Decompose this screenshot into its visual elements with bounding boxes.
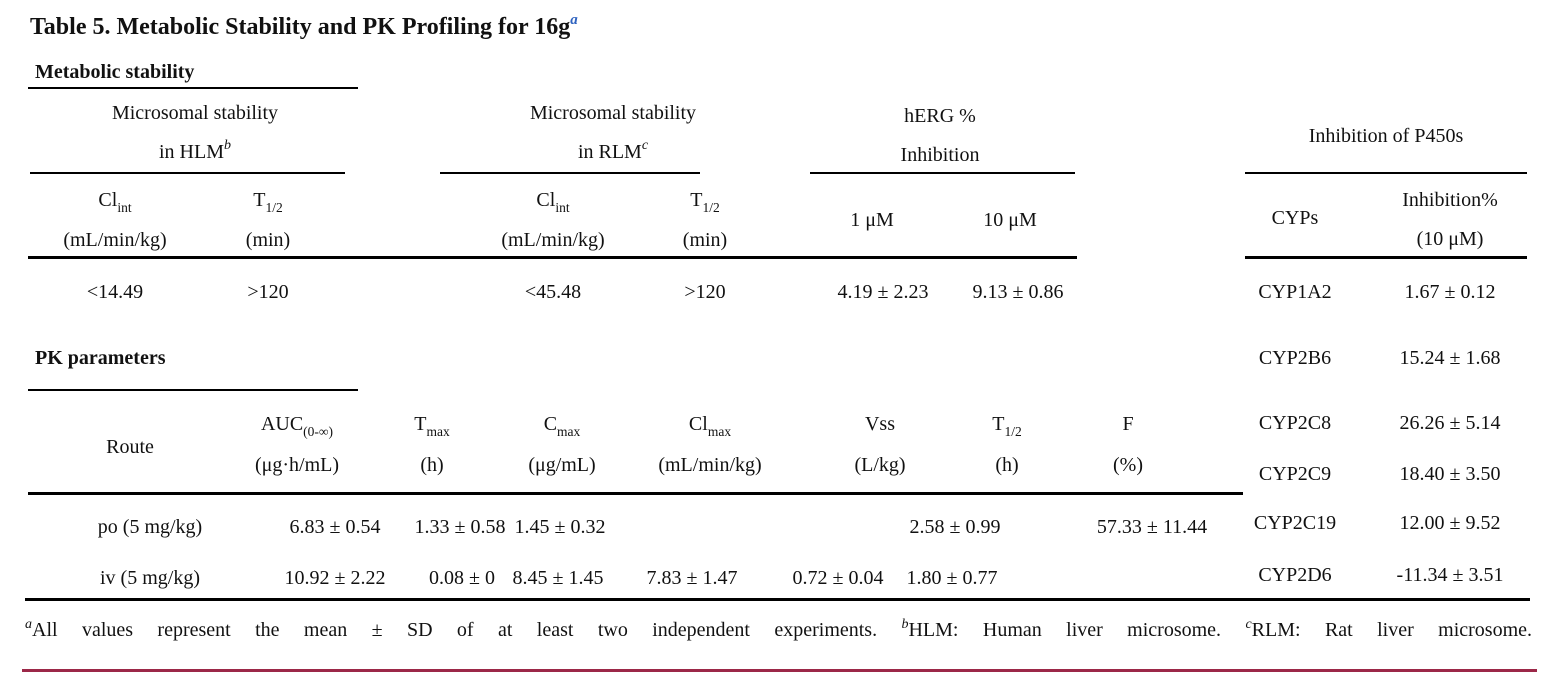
- footnote: aAll values represent the mean ± SD of a…: [25, 617, 1532, 646]
- pk-route-value: iv (5 mg/kg): [100, 567, 200, 589]
- hlm-t12-unit: (min): [245, 229, 291, 251]
- pk-header-tmax: Tmax: [414, 413, 450, 439]
- pk-header-f-unit: (%): [1113, 454, 1143, 476]
- table-title-text: Table 5. Metabolic Stability and PK Prof…: [30, 14, 571, 40]
- cyp-value: 12.00 ± 9.52: [1399, 512, 1501, 534]
- pk-header-clmax: Clmax: [688, 413, 732, 439]
- pk-header-t12-unit: (h): [995, 454, 1019, 476]
- hlm-clint-unit: (mL/min/kg): [63, 229, 167, 251]
- rule-under-metabolic-label: [28, 87, 358, 89]
- hlm-t12-header: T1/2: [253, 189, 283, 215]
- rule-under-pk-headers: [28, 492, 1243, 495]
- col-group-herg-line1: hERG %: [904, 105, 976, 127]
- cyp-name: CYP2C9: [1258, 463, 1332, 485]
- section-label-pk: PK parameters: [35, 347, 166, 369]
- cyp-inhibition-header-line2: (10 μM): [1416, 228, 1484, 250]
- cyp-col-header: CYPs: [1271, 207, 1319, 229]
- col-group-herg-line2: Inhibition: [900, 144, 980, 166]
- col-group-hlm-line2: in HLMb: [159, 138, 231, 163]
- footnote-text-a: All values represent the mean ± SD of at…: [32, 619, 902, 641]
- rule-under-herg-group: [810, 172, 1075, 174]
- cyp-value: 15.24 ± 1.68: [1399, 347, 1501, 369]
- herg-1um-header: 1 μM: [850, 209, 894, 231]
- cyp-value: -11.34 ± 3.51: [1396, 564, 1504, 586]
- rule-journal-accent: [22, 669, 1537, 672]
- pk-clmax-value: 7.83 ± 1.47: [646, 567, 738, 589]
- pk-header-cmax-unit: (μg/mL): [528, 454, 596, 476]
- rule-under-rlm-group: [440, 172, 700, 174]
- pk-header-vss-unit: (L/kg): [854, 454, 906, 476]
- cyp-value: 1.67 ± 0.12: [1404, 281, 1496, 303]
- rule-under-p450-group: [1245, 172, 1527, 174]
- rlm-t12-value: >120: [684, 281, 726, 303]
- cyp-inhibition-header-line1: Inhibition%: [1402, 189, 1498, 211]
- footnote-marker-a: a: [570, 12, 578, 28]
- rlm-clint-unit: (mL/min/kg): [501, 229, 605, 251]
- rule-under-hlm-group: [30, 172, 345, 174]
- rlm-t12-unit: (min): [682, 229, 728, 251]
- pk-header-auc: AUC(0-∞): [260, 413, 334, 439]
- herg-10um-header: 10 μM: [983, 209, 1037, 231]
- col-group-hlm-line1: Microsomal stability: [111, 102, 279, 124]
- section-label-metabolic: Metabolic stability: [35, 61, 195, 83]
- cyp-name: CYP1A2: [1258, 281, 1332, 303]
- cyp-name: CYP2C19: [1253, 512, 1337, 534]
- rule-under-p450-headers: [1245, 256, 1527, 259]
- pk-header-cmax: Cmax: [543, 413, 581, 439]
- page-title: Table 5. Metabolic Stability and PK Prof…: [30, 12, 578, 45]
- pk-tmax-value: 0.08 ± 0: [429, 567, 495, 589]
- cyp-name: CYP2C8: [1258, 412, 1332, 434]
- hlm-t12-value: >120: [247, 281, 289, 303]
- pk-route-value: po (5 mg/kg): [97, 516, 203, 538]
- herg-1um-value: 4.19 ± 2.23: [837, 281, 929, 303]
- footnote-marker-c: c: [641, 138, 649, 153]
- col-group-rlm-line1: Microsomal stability: [529, 102, 697, 124]
- pk-header-auc-unit: (μg·h/mL): [254, 454, 340, 476]
- pk-t12-value: 2.58 ± 0.99: [909, 516, 1001, 538]
- cyp-value: 18.40 ± 3.50: [1399, 463, 1501, 485]
- rule-under-metabolic-headers: [28, 256, 1077, 259]
- pk-tmax-value: 1.33 ± 0.58: [414, 516, 506, 538]
- pk-header-t12: T1/2: [992, 413, 1022, 439]
- herg-10um-value: 9.13 ± 0.86: [972, 281, 1064, 303]
- pk-header-vss: Vss: [864, 413, 896, 435]
- footnote-marker-a: a: [25, 617, 32, 632]
- footnote-marker-c: c: [1245, 617, 1252, 632]
- pk-header-tmax-unit: (h): [420, 454, 444, 476]
- pk-f-value: 57.33 ± 11.44: [1096, 516, 1208, 538]
- footnote-marker-b: b: [901, 617, 909, 632]
- pk-header-f: F: [1122, 413, 1134, 435]
- hlm-clint-value: <14.49: [86, 281, 144, 303]
- rlm-clint-value: <45.48: [524, 281, 582, 303]
- rlm-clint-header: Clint: [536, 189, 570, 215]
- pk-header-clmax-unit: (mL/min/kg): [658, 454, 762, 476]
- col-group-p450-title: Inhibition of P450s: [1308, 125, 1464, 147]
- cyp-name: CYP2B6: [1258, 347, 1332, 369]
- rule-under-pk-label: [28, 389, 358, 391]
- footnote-text-b: HLM: Human liver microsome.: [908, 619, 1246, 641]
- pk-auc-value: 6.83 ± 0.54: [289, 516, 381, 538]
- rule-table-bottom: [25, 598, 1530, 601]
- cyp-name: CYP2D6: [1258, 564, 1332, 586]
- pk-cmax-value: 8.45 ± 1.45: [512, 567, 604, 589]
- footnote-marker-b: b: [224, 138, 231, 153]
- hlm-clint-header: Clint: [98, 189, 132, 215]
- pk-auc-value: 10.92 ± 2.22: [284, 567, 386, 589]
- cyp-value: 26.26 ± 5.14: [1399, 412, 1501, 434]
- pk-t12-value: 1.80 ± 0.77: [906, 567, 998, 589]
- pk-vss-value: 0.72 ± 0.04: [792, 567, 884, 589]
- pk-header-route: Route: [106, 436, 154, 458]
- pk-cmax-value: 1.45 ± 0.32: [514, 516, 606, 538]
- footnote-text-c: RLM: Rat liver microsome.: [1251, 619, 1533, 641]
- col-group-rlm-line2: in RLMc: [577, 138, 649, 163]
- rlm-t12-header: T1/2: [690, 189, 720, 215]
